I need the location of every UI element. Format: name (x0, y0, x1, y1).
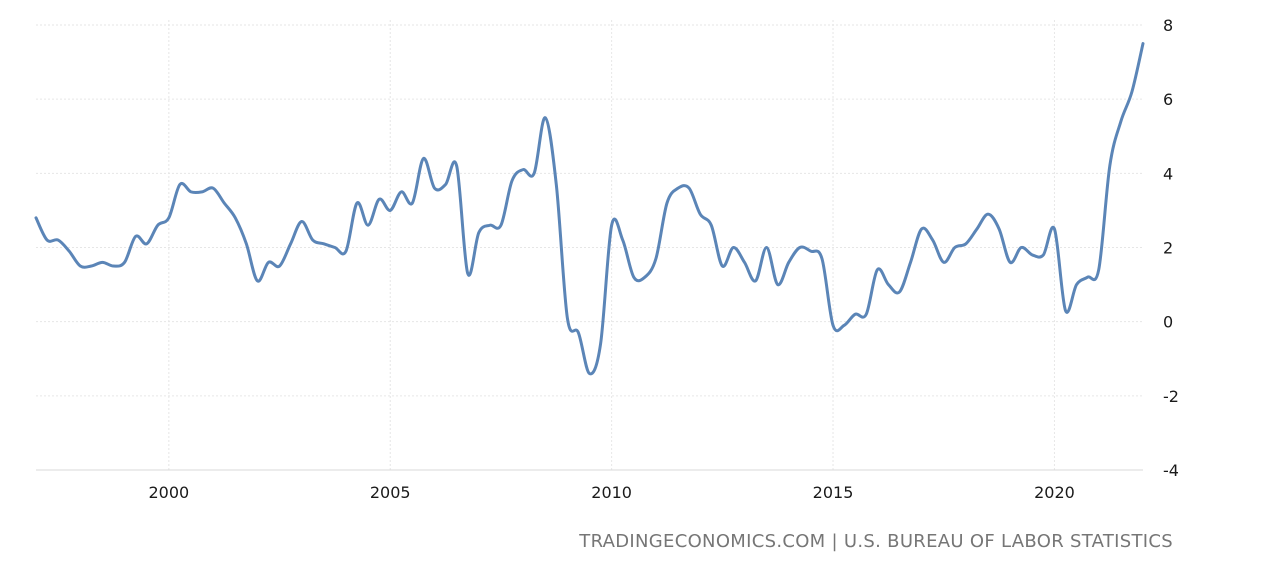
vertical-gridlines (168, 20, 1055, 470)
y-tick-label: 8 (1163, 16, 1173, 35)
x-tick-label: 2020 (1034, 483, 1075, 502)
y-tick-label: 6 (1163, 90, 1173, 109)
series-layer (34, 42, 1145, 376)
y-axis-tick-labels: 8 6 4 2 0 -2 -4 (1163, 16, 1179, 480)
y-tick-label: -4 (1163, 461, 1179, 480)
source-attribution: TRADINGECONOMICS.COM | U.S. BUREAU OF LA… (579, 531, 1173, 552)
horizontal-gridlines (36, 24, 1143, 471)
y-tick-label: 0 (1163, 313, 1173, 332)
x-tick-label: 2005 (370, 483, 411, 502)
x-tick-label: 2000 (148, 483, 189, 502)
y-tick-label: -2 (1163, 387, 1179, 406)
series-line (34, 42, 1145, 376)
y-tick-label: 2 (1163, 239, 1173, 258)
x-tick-label: 2010 (591, 483, 632, 502)
x-tick-label: 2015 (813, 483, 854, 502)
x-axis-tick-labels: 2000 2005 2010 2015 2020 (148, 483, 1074, 502)
y-tick-label: 4 (1163, 164, 1173, 183)
